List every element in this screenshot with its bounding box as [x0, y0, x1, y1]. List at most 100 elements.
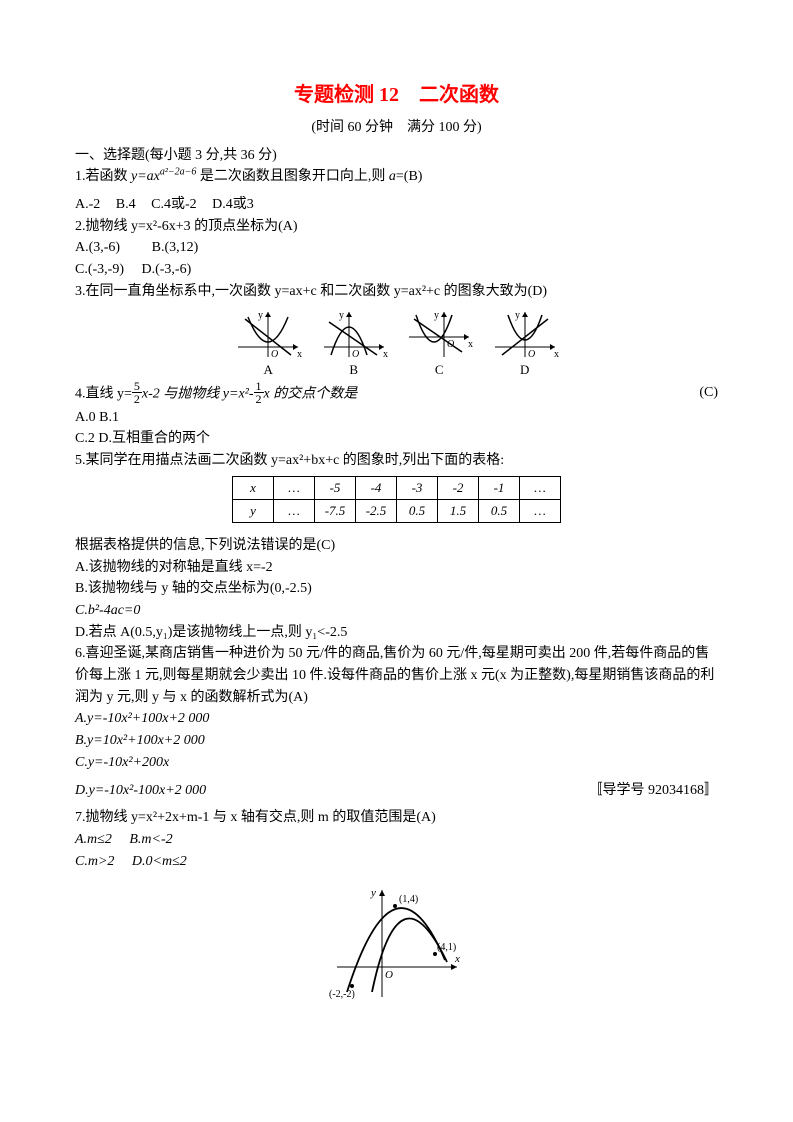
axis-y-label: y [370, 887, 376, 899]
axis-x-label: x [383, 349, 388, 360]
q4-opt-b: B.1 [99, 410, 119, 425]
cell: -2.5 [356, 499, 397, 522]
point-label-3: (-2,-2) [329, 989, 355, 1000]
q3-label-c: C [404, 360, 474, 380]
q6-opt-d-row: D.y=-10x²-100x+2 000 〚导学号 92034168〛 [75, 780, 718, 802]
cell: … [520, 476, 561, 499]
q4-options-row2: C.2 D.互相重合的两个 [75, 428, 718, 450]
q4-frac2: 12 [254, 380, 264, 405]
origin-label: O [385, 969, 393, 981]
q7-opt-a: A.m≤2 [75, 832, 112, 847]
q5-stem: 5.某同学在用描点法画二次函数 y=ax²+bx+c 的图象时,列出下面的表格: [75, 450, 718, 472]
axis-x-label: x [297, 349, 302, 360]
origin-label: O [352, 349, 359, 360]
q4-stem: 4.直线 y=52x-2 与抛物线 y=x²-12x 的交点个数是 (C) [75, 382, 718, 407]
q3-label-b: B [319, 360, 389, 380]
cell: 0.5 [479, 499, 520, 522]
q5-lead: 根据表格提供的信息,下列说法错误的是(C) [75, 535, 718, 557]
q4-frac1: 52 [132, 380, 142, 405]
q7-stem: 7.抛物线 y=x²+2x+m-1 与 x 轴有交点,则 m 的取值范围是(A) [75, 807, 718, 829]
cell: 1.5 [438, 499, 479, 522]
cell: … [274, 476, 315, 499]
q2-options-row2: C.(-3,-9) D.(-3,-6) [75, 259, 718, 281]
q2-opt-d: D.(-3,-6) [142, 262, 192, 277]
cell: y [233, 499, 274, 522]
q7-opt-d: D.0<m≤2 [132, 854, 187, 869]
cell: x [233, 476, 274, 499]
cell: -5 [315, 476, 356, 499]
q1-expr-y: y=a [131, 169, 154, 184]
axis-y-label: y [434, 310, 439, 321]
q4-opt-c: C.2 [75, 431, 95, 446]
page-title: 专题检测 12 二次函数 [75, 80, 718, 111]
cell: … [520, 499, 561, 522]
q3-chart-d: x y O D [490, 307, 560, 380]
q4-frac2-den: 2 [254, 393, 264, 405]
q4-text-c: x 的交点个数是 [264, 386, 358, 401]
q2-opt-a: A.(3,-6) [75, 240, 120, 255]
q4-options-row1: A.0 B.1 [75, 407, 718, 429]
q4-text-a: 4.直线 y= [75, 386, 132, 401]
table-row: x … -5 -4 -3 -2 -1 … [233, 476, 561, 499]
axis-x-label: x [468, 339, 473, 350]
origin-label: O [528, 349, 535, 360]
point-label-2: (4,1) [437, 942, 456, 953]
q4-frac1-den: 2 [132, 393, 142, 405]
q5-opt-d: D.若点 A(0.5,y₁)是该抛物线上一点,则 y₁<-2.5 [75, 622, 718, 644]
origin-label: O [271, 349, 278, 360]
q3-stem: 3.在同一直角坐标系中,一次函数 y=ax+c 和二次函数 y=ax²+c 的图… [75, 281, 718, 303]
q3-chart-b: x y O B [319, 307, 389, 380]
q5-opt-c: C.b²-4ac=0 [75, 600, 718, 622]
q2-opt-b: B.(3,12) [152, 240, 199, 255]
q5-opt-b: B.该抛物线与 y 轴的交点坐标为(0,-2.5) [75, 578, 718, 600]
cell: -2 [438, 476, 479, 499]
cell: -1 [479, 476, 520, 499]
q1-exponent: a²−2a−6 [160, 167, 197, 178]
q4-text-b: x-2 与抛物线 y=x²- [142, 386, 254, 401]
cell: -7.5 [315, 499, 356, 522]
q1-opt-c: C.4或-2 [151, 197, 197, 212]
q6-opt-a: A.y=-10x²+100x+2 000 [75, 708, 718, 730]
q7-options-row2: C.m>2 D.0<m≤2 [75, 851, 718, 873]
q3-chart-a: x y O A [233, 307, 303, 380]
cell: -3 [397, 476, 438, 499]
q3-chart-c: x y O C [404, 307, 474, 380]
cell: -4 [356, 476, 397, 499]
q4-opt-a: A.0 [75, 410, 96, 425]
q1-opt-b: B.4 [116, 197, 136, 212]
axis-y-label: y [339, 310, 344, 321]
section-heading-1: 一、选择题(每小题 3 分,共 36 分) [75, 145, 718, 167]
bottom-figure: x y O (1,4) (4,1) (-2,-2) [75, 882, 718, 1010]
q7-opt-c: C.m>2 [75, 854, 114, 869]
q6-opt-b: B.y=10x²+100x+2 000 [75, 730, 718, 752]
q7-opt-b: B.m<-2 [129, 832, 172, 847]
page-subtitle: (时间 60 分钟 满分 100 分) [75, 117, 718, 139]
q7-options-row1: A.m≤2 B.m<-2 [75, 829, 718, 851]
q5-table: x … -5 -4 -3 -2 -1 … y … -7.5 -2.5 0.5 1… [232, 476, 561, 523]
q1-options: A.-2 B.4 C.4或-2 D.4或3 [75, 194, 718, 216]
q2-stem: 2.抛物线 y=x²-6x+3 的顶点坐标为(A) [75, 216, 718, 238]
axis-x-label: x [454, 953, 460, 965]
q6-opt-d: D.y=-10x²-100x+2 000 [75, 783, 206, 798]
cell: 0.5 [397, 499, 438, 522]
q1-stem: 1.若函数 y=axa²−2a−6 是二次函数且图象开口向上,则 a=(B) [75, 166, 718, 188]
q4-frac1-num: 5 [132, 380, 142, 393]
q1-var-a: a [389, 169, 396, 184]
q2-opt-c: C.(-3,-9) [75, 262, 124, 277]
cell: … [274, 499, 315, 522]
table-row: y … -7.5 -2.5 0.5 1.5 0.5 … [233, 499, 561, 522]
q1-text-a: 1.若函数 [75, 169, 131, 184]
q4-answer-tag: (C) [699, 382, 718, 404]
axis-y-label: y [258, 310, 263, 321]
q1-opt-d: D.4或3 [212, 197, 254, 212]
point-label-1: (1,4) [399, 894, 418, 905]
q4-frac2-num: 1 [254, 380, 264, 393]
q6-stem: 6.喜迎圣诞,某商店销售一种进价为 50 元/件的商品,售价为 60 元/件,每… [75, 643, 718, 708]
q3-charts: x y O A x y O B x y O [75, 307, 718, 380]
q1-text-c: =(B) [396, 169, 423, 184]
q2-options-row1: A.(3,-6) B.(3,12) [75, 237, 718, 259]
q1-text-b: 是二次函数且图象开口向上,则 [196, 169, 389, 184]
axis-y-label: y [515, 310, 520, 321]
q6-reference: 〚导学号 92034168〛 [589, 780, 719, 802]
q3-label-a: A [233, 360, 303, 380]
